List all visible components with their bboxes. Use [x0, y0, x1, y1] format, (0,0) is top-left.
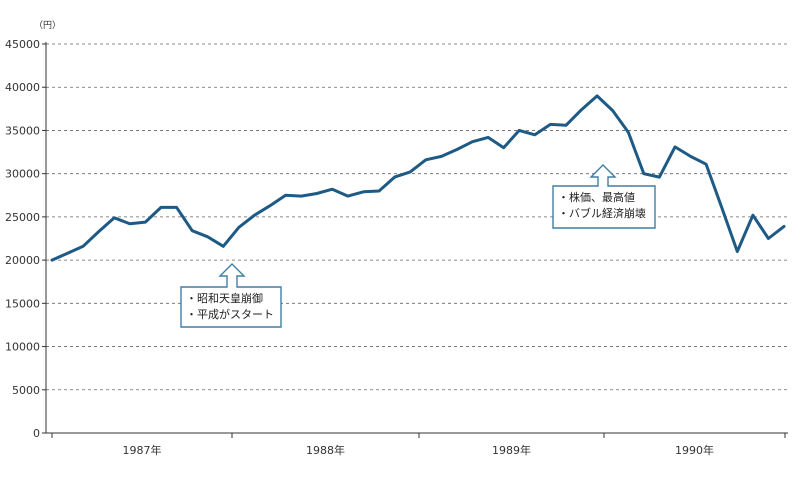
y-tick-label: 5000	[12, 384, 40, 397]
x-tick-label: 1988年	[306, 443, 345, 457]
annotation-text: ・昭和天皇崩御	[186, 291, 263, 305]
annotation-box	[180, 263, 282, 328]
y-tick-label: 45000	[5, 38, 40, 51]
axes	[42, 42, 788, 438]
annotation-text: ・平成がスタート	[186, 307, 274, 321]
annotation-text: ・株価、最高値	[558, 190, 635, 204]
y-tick-label: 10000	[5, 341, 40, 354]
annotations: ・昭和天皇崩御・平成がスタート ・株価、最高値・バブル経済崩壊	[180, 164, 656, 328]
series	[50, 94, 786, 262]
x-tick-label: 1990年	[675, 443, 714, 457]
series-line	[50, 94, 786, 262]
y-tick-label: 0	[33, 427, 40, 440]
annotation-callout: ・株価、最高値・バブル経済崩壊	[552, 164, 656, 229]
y-tick-label: 25000	[5, 211, 40, 224]
y-unit-label: （円）	[34, 20, 61, 31]
y-tick-label: 30000	[5, 168, 40, 181]
y-tick-label: 15000	[5, 297, 40, 310]
y-tick-label: 35000	[5, 124, 40, 137]
y-tick-label: 40000	[5, 81, 40, 94]
x-tick-label: 1987年	[123, 443, 162, 457]
annotation-callout: ・昭和天皇崩御・平成がスタート	[180, 263, 282, 328]
x-tick-label: 1989年	[492, 443, 531, 457]
tick-labels: 0 5000 10000 15000 20000 25000 30000 35000 40000…	[5, 38, 714, 457]
y-tick-label: 20000	[5, 254, 40, 267]
annotation-text: ・バブル経済崩壊	[558, 206, 646, 220]
annotation-box	[552, 164, 656, 229]
grid-lines	[46, 43, 788, 391]
